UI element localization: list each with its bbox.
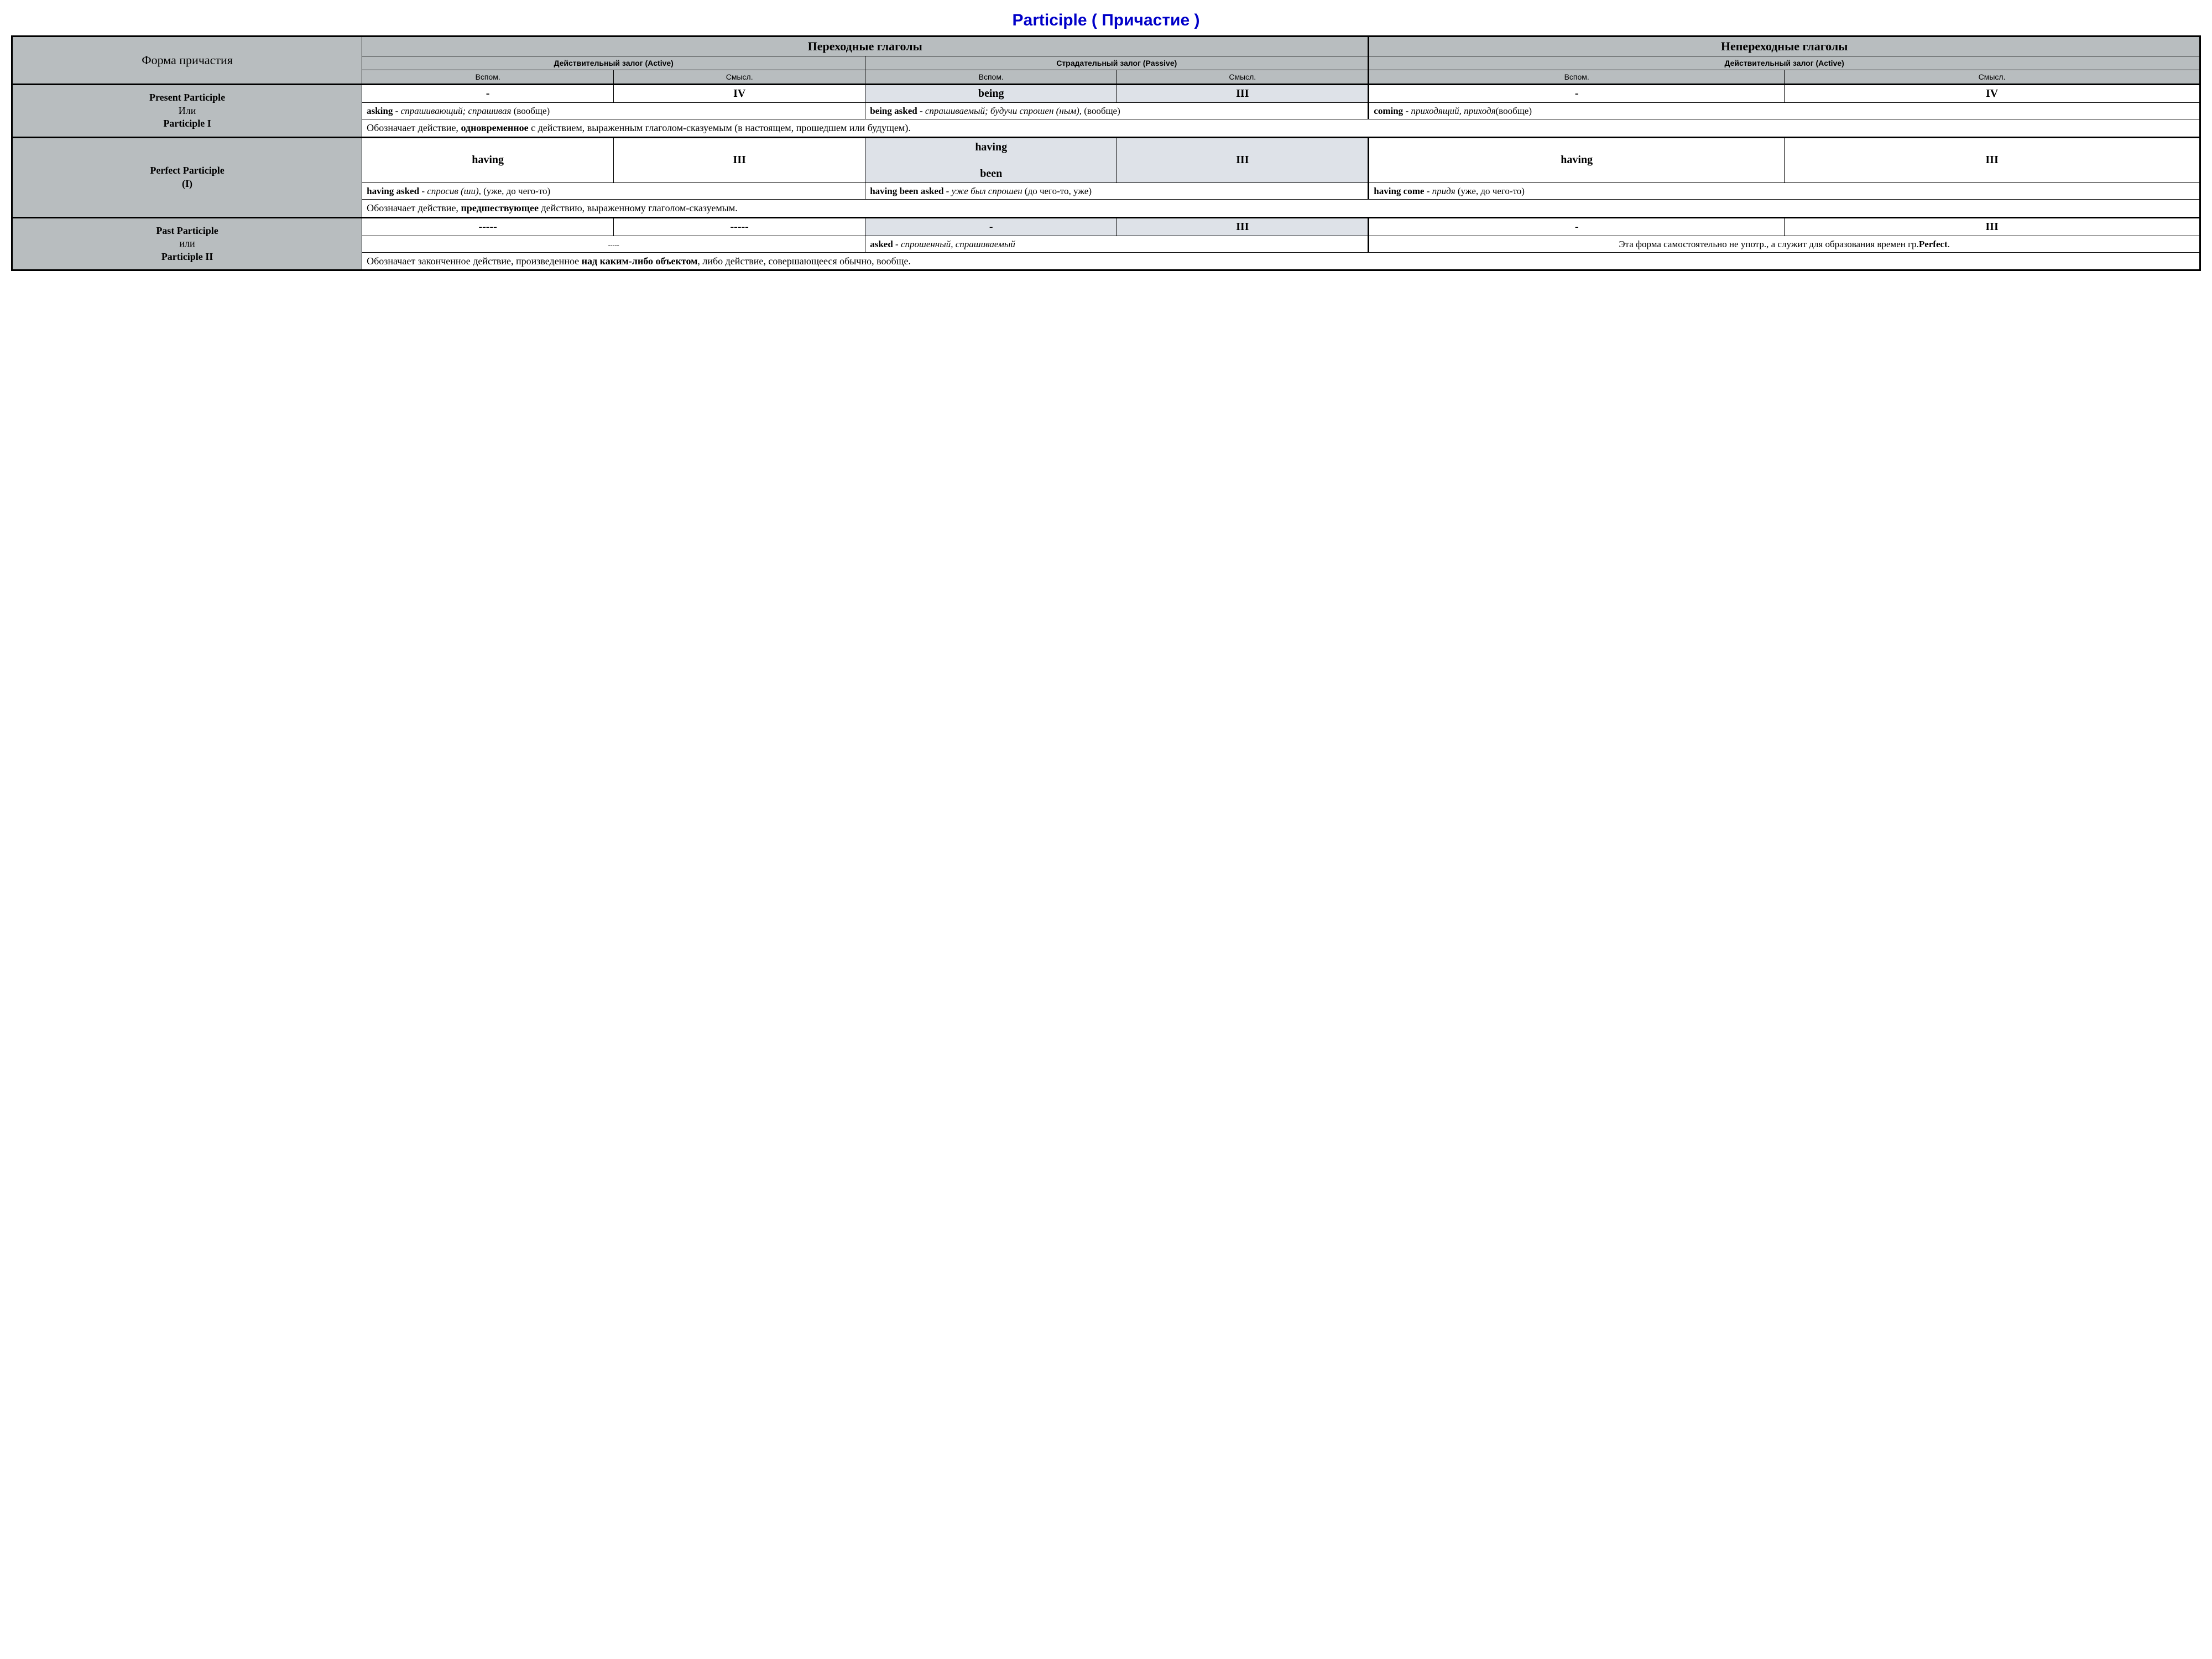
participle-table: Форма причастия Переходные глаголы Непер…	[11, 35, 2201, 271]
present-active-aux: -	[362, 85, 614, 103]
perfect-note: Обозначает действие, предшествующее дейс…	[362, 200, 2200, 218]
hdr-mean-3: Смысл.	[1785, 70, 2200, 85]
perfect-intr-aux: having	[1369, 137, 1785, 182]
past-ex-passive: asked - спрошенный, спрашиваемый	[865, 236, 1369, 252]
hdr-active2: Действительный залог (Active)	[1369, 56, 2200, 70]
past-note: Обозначает законченное действие, произве…	[362, 252, 2200, 270]
past-active-aux: -----	[362, 217, 614, 236]
past-intr-mean: III	[1785, 217, 2200, 236]
hdr-passive: Страдательный залог (Passive)	[865, 56, 1369, 70]
past-active-mean: -----	[614, 217, 865, 236]
hdr-aux-2: Вспом.	[865, 70, 1117, 85]
hdr-aux-3: Вспом.	[1369, 70, 1785, 85]
present-intr-aux: -	[1369, 85, 1785, 103]
present-passive-aux: being	[865, 85, 1117, 103]
present-ex-active: asking - спрашивающий; спрашивая (вообще…	[362, 103, 865, 119]
perfect-passive-mean: III	[1117, 137, 1369, 182]
row-present-label: Present ParticipleИлиParticiple I	[12, 85, 362, 138]
past-intr-aux: -	[1369, 217, 1785, 236]
past-ex-intr: Эта форма самостоятельно не употр., а сл…	[1369, 236, 2200, 252]
perfect-passive-aux: havingbeen	[865, 137, 1117, 182]
present-active-mean: IV	[614, 85, 865, 103]
past-passive-mean: III	[1117, 217, 1369, 236]
present-passive-mean: III	[1117, 85, 1369, 103]
present-intr-mean: IV	[1785, 85, 2200, 103]
page-title: Participle ( Причастие )	[11, 11, 2201, 30]
perfect-ex-intr: having come - придя (уже, до чего-то)	[1369, 182, 2200, 199]
perfect-ex-active: having asked - спросив (ши), (уже, до че…	[362, 182, 865, 199]
hdr-aux-1: Вспом.	[362, 70, 614, 85]
perfect-active-aux: having	[362, 137, 614, 182]
row-past-label: Past ParticipleилиParticiple II	[12, 217, 362, 270]
past-passive-aux: -	[865, 217, 1117, 236]
perfect-ex-passive: having been asked - уже был спрошен (до …	[865, 182, 1369, 199]
present-ex-intr: coming - приходящий, приходя(вообще)	[1369, 103, 2200, 119]
present-note: Обозначает действие, одновременное с дей…	[362, 119, 2200, 138]
hdr-mean-1: Смысл.	[614, 70, 865, 85]
perfect-active-mean: III	[614, 137, 865, 182]
hdr-transitive: Переходные глаголы	[362, 36, 1369, 56]
hdr-form: Форма причастия	[12, 36, 362, 85]
hdr-mean-2: Смысл.	[1117, 70, 1369, 85]
perfect-intr-mean: III	[1785, 137, 2200, 182]
row-perfect-label: Perfect Participle(I)	[12, 137, 362, 217]
hdr-intransitive: Непереходные глаголы	[1369, 36, 2200, 56]
present-ex-passive: being asked - спрашиваемый; будучи спрош…	[865, 103, 1369, 119]
past-ex-active: -----	[362, 236, 865, 252]
hdr-active: Действительный залог (Active)	[362, 56, 865, 70]
